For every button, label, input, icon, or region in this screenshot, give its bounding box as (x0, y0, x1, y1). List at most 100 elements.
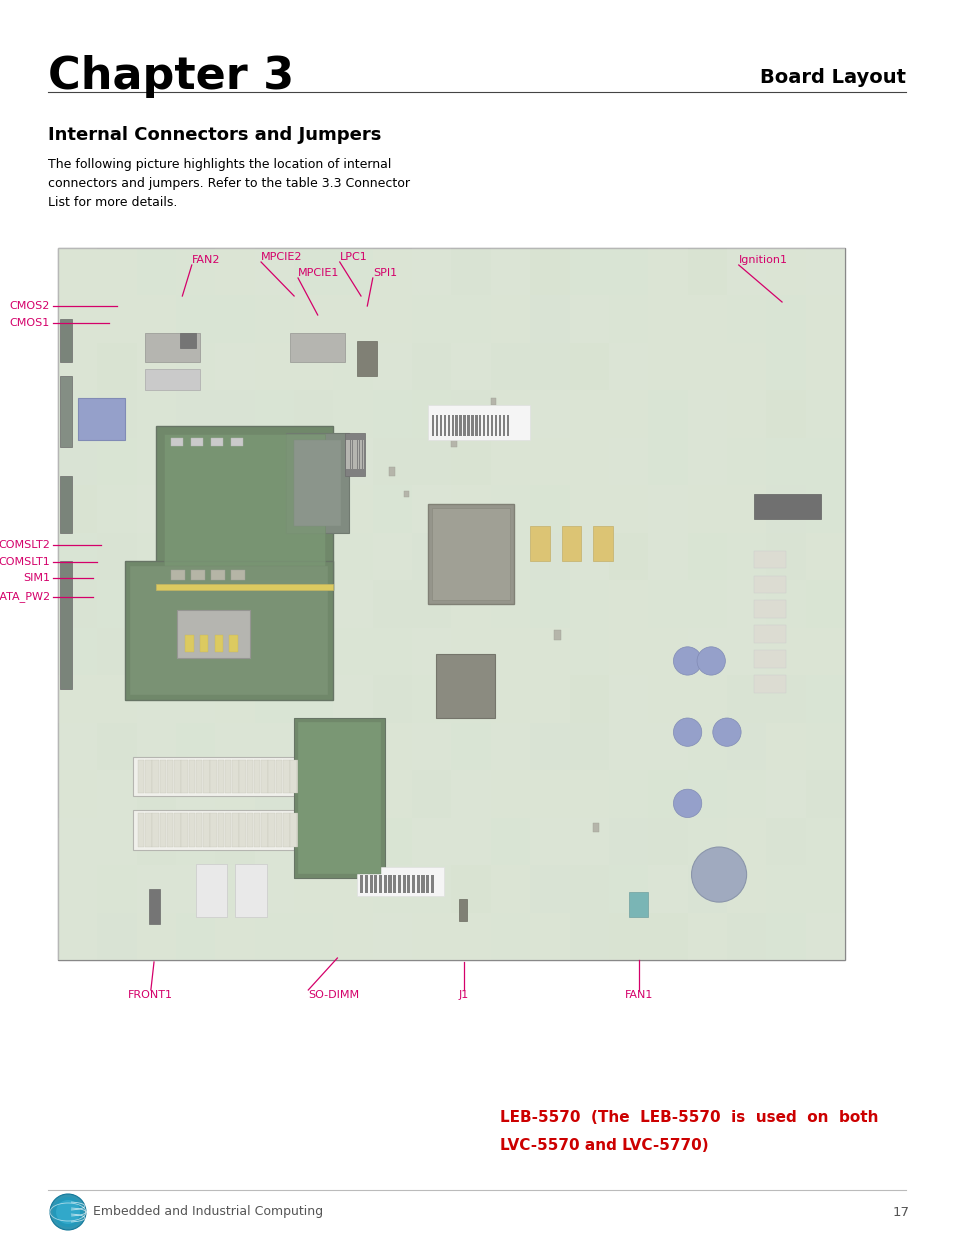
Bar (648, 627, 687, 676)
Bar (312, 760, 318, 793)
Bar (176, 390, 215, 438)
Bar (436, 653, 495, 718)
Bar (334, 676, 373, 722)
Bar (136, 722, 176, 771)
Bar (648, 485, 687, 532)
Bar (290, 814, 296, 847)
Bar (348, 440, 350, 469)
Bar (58, 864, 97, 913)
Bar (136, 343, 176, 390)
Bar (687, 627, 726, 676)
Bar (136, 818, 176, 864)
Bar (482, 415, 485, 436)
Bar (58, 295, 97, 343)
Bar (159, 814, 166, 847)
Bar (412, 485, 451, 532)
Bar (334, 771, 373, 818)
Bar (254, 864, 294, 913)
Bar (608, 295, 648, 343)
Bar (334, 864, 373, 913)
Bar (765, 343, 804, 390)
Bar (491, 771, 530, 818)
Text: FRONT1: FRONT1 (129, 990, 173, 1000)
Bar (136, 248, 176, 295)
Bar (167, 760, 173, 793)
Bar (97, 722, 136, 771)
Bar (232, 760, 238, 793)
Bar (373, 438, 412, 485)
Bar (60, 377, 71, 447)
Bar (412, 343, 451, 390)
Bar (215, 438, 254, 485)
Bar (137, 814, 144, 847)
Bar (804, 676, 844, 722)
Bar (345, 433, 365, 475)
Bar (261, 814, 268, 847)
Text: COMSLT1: COMSLT1 (0, 557, 50, 567)
Bar (334, 722, 373, 771)
Bar (210, 814, 216, 847)
Text: The following picture highlights the location of internal
connectors and jumpers: The following picture highlights the loc… (48, 158, 410, 209)
Bar (373, 627, 412, 676)
Bar (145, 333, 199, 362)
Bar (136, 532, 176, 580)
Bar (530, 771, 569, 818)
Bar (137, 760, 144, 793)
Bar (132, 810, 365, 850)
Bar (608, 818, 648, 864)
Bar (254, 818, 294, 864)
Bar (491, 818, 530, 864)
Bar (648, 248, 687, 295)
Bar (388, 876, 391, 893)
Bar (181, 760, 188, 793)
Bar (593, 526, 612, 561)
Bar (687, 343, 726, 390)
Bar (297, 760, 304, 793)
Bar (239, 760, 246, 793)
Bar (804, 532, 844, 580)
Bar (261, 760, 268, 793)
Bar (530, 818, 569, 864)
Bar (145, 369, 199, 390)
Bar (416, 876, 419, 893)
Bar (373, 818, 412, 864)
Bar (530, 526, 549, 561)
Text: CMOS1: CMOS1 (10, 317, 50, 329)
Bar (145, 760, 152, 793)
Bar (393, 876, 395, 893)
Bar (451, 415, 454, 436)
Bar (765, 295, 804, 343)
Bar (530, 295, 569, 343)
Bar (648, 295, 687, 343)
Bar (215, 818, 254, 864)
Bar (754, 625, 785, 643)
Bar (217, 760, 224, 793)
Bar (351, 440, 352, 469)
Bar (215, 771, 254, 818)
Bar (407, 876, 410, 893)
Bar (164, 433, 325, 582)
Bar (359, 876, 363, 893)
Bar (215, 343, 254, 390)
Bar (804, 722, 844, 771)
Bar (530, 485, 569, 532)
Bar (254, 343, 294, 390)
Bar (290, 333, 345, 362)
Bar (726, 818, 765, 864)
Circle shape (56, 1200, 80, 1224)
Bar (97, 438, 136, 485)
Text: COMSLT2: COMSLT2 (0, 540, 50, 550)
Bar (173, 814, 180, 847)
Bar (765, 580, 804, 627)
Bar (648, 580, 687, 627)
Bar (97, 913, 136, 960)
Bar (215, 532, 254, 580)
Bar (294, 440, 341, 526)
Bar (180, 333, 195, 348)
Bar (232, 569, 245, 579)
Bar (60, 561, 71, 689)
Bar (608, 864, 648, 913)
Bar (195, 814, 202, 847)
Bar (451, 722, 491, 771)
Bar (58, 580, 97, 627)
